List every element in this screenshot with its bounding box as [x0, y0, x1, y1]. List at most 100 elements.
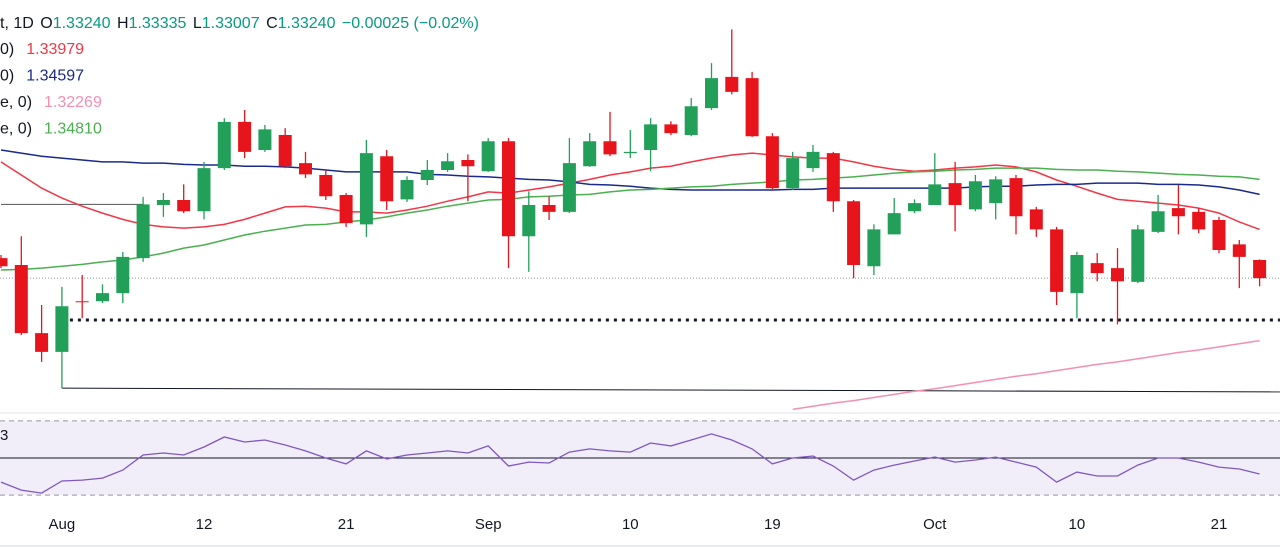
- x-tick-label: Sep: [475, 516, 502, 533]
- candle-body: [441, 161, 455, 170]
- candle-body: [522, 205, 536, 237]
- candle-body: [1232, 244, 1246, 257]
- candle-body: [1171, 208, 1185, 217]
- legend-entry: 0) 1.34597: [0, 68, 84, 85]
- candle-body: [826, 153, 840, 202]
- candle-body: [928, 184, 942, 205]
- moving-average-line: [792, 339, 1260, 411]
- low-value: 1.33007: [202, 15, 260, 32]
- indicator-label: 3: [0, 427, 8, 444]
- change-value: −0.00025 (−0.02%): [342, 15, 479, 32]
- candle-body: [847, 201, 861, 265]
- candle-body: [664, 124, 678, 134]
- moving-average-line: [0, 149, 1260, 196]
- candle-body: [1009, 178, 1023, 217]
- candle-body: [339, 195, 353, 224]
- plot-area: Aug 12 21 Sep 10 19 Oct 10 21 3: [0, 29, 1280, 533]
- x-tick-label: Oct: [923, 516, 947, 533]
- candle-body: [765, 136, 779, 189]
- candle-body: [481, 141, 495, 172]
- legend-entry: e, 0) 1.34810: [0, 121, 102, 138]
- high-value: 1.33335: [129, 15, 187, 32]
- legend-label: e, 0): [0, 94, 32, 111]
- legend-label: 0): [0, 41, 14, 58]
- candle-body: [989, 179, 1003, 204]
- symbol: t, 1D: [0, 15, 34, 32]
- legend-label: e, 0): [0, 121, 32, 138]
- moving-average-line: [0, 152, 1260, 231]
- legend-entry: e, 0) 1.32269: [0, 94, 102, 111]
- x-tick-label: Aug: [49, 516, 76, 533]
- candle-body: [887, 213, 901, 235]
- candle-body: [583, 141, 597, 167]
- x-tick-label: 21: [338, 516, 355, 533]
- candle-body: [156, 200, 170, 205]
- candle-body: [786, 158, 800, 189]
- candle-body: [278, 135, 292, 167]
- candle-body: [461, 160, 475, 167]
- open-label: O: [40, 15, 52, 32]
- candle-body: [1070, 255, 1084, 294]
- candle-body: [684, 106, 698, 135]
- candle-body: [1212, 220, 1226, 250]
- x-tick-label: 12: [196, 516, 213, 533]
- low-label: L: [193, 15, 202, 32]
- candle-body: [1151, 211, 1165, 232]
- candle-body: [299, 163, 312, 175]
- candle-body: [644, 124, 658, 150]
- candle-body: [75, 301, 89, 303]
- candle-body: [0, 258, 8, 267]
- ohlc-header: t, 1D O1.33240 H1.33335 L1.33007 C1.3324…: [0, 15, 479, 32]
- x-tick-label: 10: [1069, 516, 1086, 533]
- candle-body: [725, 76, 739, 92]
- legend-value: 1.34810: [44, 121, 102, 138]
- candle-body: [1131, 229, 1145, 282]
- candle-body: [1111, 268, 1124, 282]
- moving-average-line: [0, 167, 1260, 271]
- candle-body: [55, 306, 69, 352]
- candle-body: [1029, 209, 1043, 230]
- candle-body: [319, 175, 333, 197]
- candle-body: [867, 229, 881, 267]
- high-label: H: [117, 15, 129, 32]
- candle-body: [1192, 211, 1206, 230]
- candle-body: [1090, 263, 1104, 274]
- candle-body: [217, 121, 231, 169]
- candle-body: [14, 265, 28, 334]
- drawing-line: [61, 387, 1280, 393]
- close-value: 1.33240: [278, 15, 336, 32]
- candle-body: [908, 203, 921, 212]
- legend-entry: 0) 1.33979: [0, 41, 84, 58]
- candle-body: [96, 293, 109, 302]
- x-tick-label: 10: [622, 516, 639, 533]
- candle-body: [948, 183, 962, 205]
- candle-body: [177, 200, 191, 212]
- candle-body: [1050, 229, 1064, 292]
- candle-body: [380, 156, 394, 202]
- candle-body: [603, 141, 617, 155]
- candle-body: [238, 121, 252, 152]
- candle-body: [359, 153, 373, 225]
- candle-body: [562, 163, 576, 212]
- candle-body: [745, 78, 759, 137]
- open-value: 1.33240: [53, 15, 111, 32]
- x-tick-label: 21: [1211, 516, 1228, 533]
- candle-body: [502, 141, 515, 237]
- candle-body: [116, 256, 130, 294]
- candle-body: [258, 129, 272, 150]
- legend-value: 1.32269: [44, 94, 102, 111]
- legend-label: 0): [0, 68, 14, 85]
- rsi-line: [0, 433, 1260, 494]
- candle-body: [806, 151, 820, 169]
- candle-body: [542, 205, 556, 212]
- candle-body: [1253, 260, 1267, 279]
- legend-value: 1.34597: [26, 68, 84, 85]
- candle-body: [400, 180, 414, 200]
- close-label: C: [266, 15, 278, 32]
- candle-body: [623, 151, 637, 154]
- legend-value: 1.33979: [26, 41, 84, 58]
- candle-body: [420, 170, 434, 180]
